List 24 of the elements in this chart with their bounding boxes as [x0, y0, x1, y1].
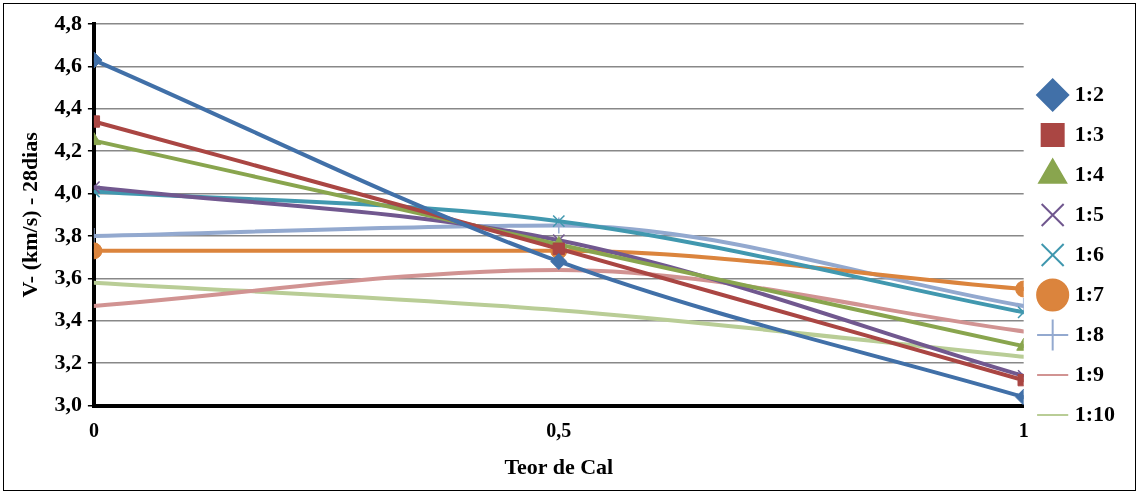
y-tick-label: 4,6 [54, 52, 82, 78]
y-tick-label: 4,8 [54, 9, 82, 35]
x-tick-label: 1 [1018, 418, 1029, 441]
y-tick-label: 4,4 [54, 94, 82, 120]
y-axis-title: V- (km/s) - 28dias [16, 131, 42, 298]
legend-label: 1:3 [1074, 120, 1104, 146]
legend-label: 1:7 [1074, 280, 1104, 306]
y-tick-label: 3,0 [54, 391, 82, 417]
legend-label: 1:6 [1074, 240, 1104, 266]
y-tick-label: 4,0 [54, 179, 82, 205]
x-tick-label: 0 [88, 418, 99, 441]
x-tick-label: 0,5 [546, 418, 572, 441]
legend-label: 1:5 [1074, 200, 1104, 226]
legend-label: 1:8 [1074, 320, 1104, 346]
legend-label: 1:2 [1074, 80, 1104, 106]
y-tick-label: 3,8 [54, 221, 82, 247]
legend-label: 1:9 [1074, 360, 1104, 386]
legend-label: 1:10 [1074, 400, 1115, 426]
y-tick-label: 3,6 [54, 264, 82, 290]
y-tick-label: 3,4 [54, 306, 82, 332]
y-tick-label: 3,2 [54, 348, 82, 374]
y-tick-label: 4,2 [54, 136, 82, 162]
x-axis-title: Teor de Cal [504, 454, 614, 480]
legend-label: 1:4 [1074, 160, 1104, 186]
